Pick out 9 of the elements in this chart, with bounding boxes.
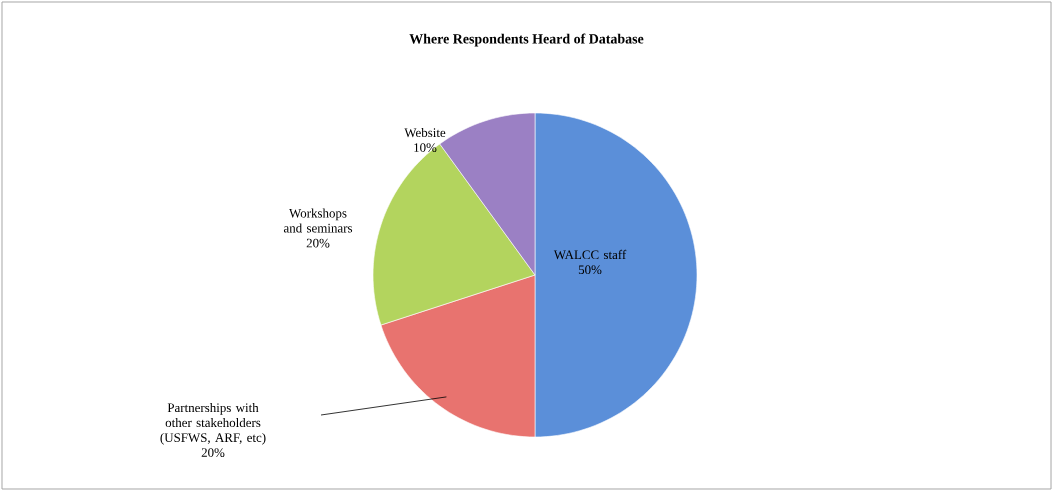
slice-label: WALCC staff xyxy=(553,249,627,260)
chart-title: Where Respondents Heard of Database xyxy=(409,33,644,47)
slice-label: Workshops and seminars xyxy=(283,208,353,233)
data-label: 20% xyxy=(306,238,330,248)
slice-label: Website xyxy=(404,127,446,138)
data-label: 50% xyxy=(578,265,602,275)
data-label: 10% xyxy=(414,143,437,153)
data-label: 20% xyxy=(201,448,225,457)
slice-label: Partnerships with other stakeholders (USFWS, ARF, etc) xyxy=(160,403,266,445)
